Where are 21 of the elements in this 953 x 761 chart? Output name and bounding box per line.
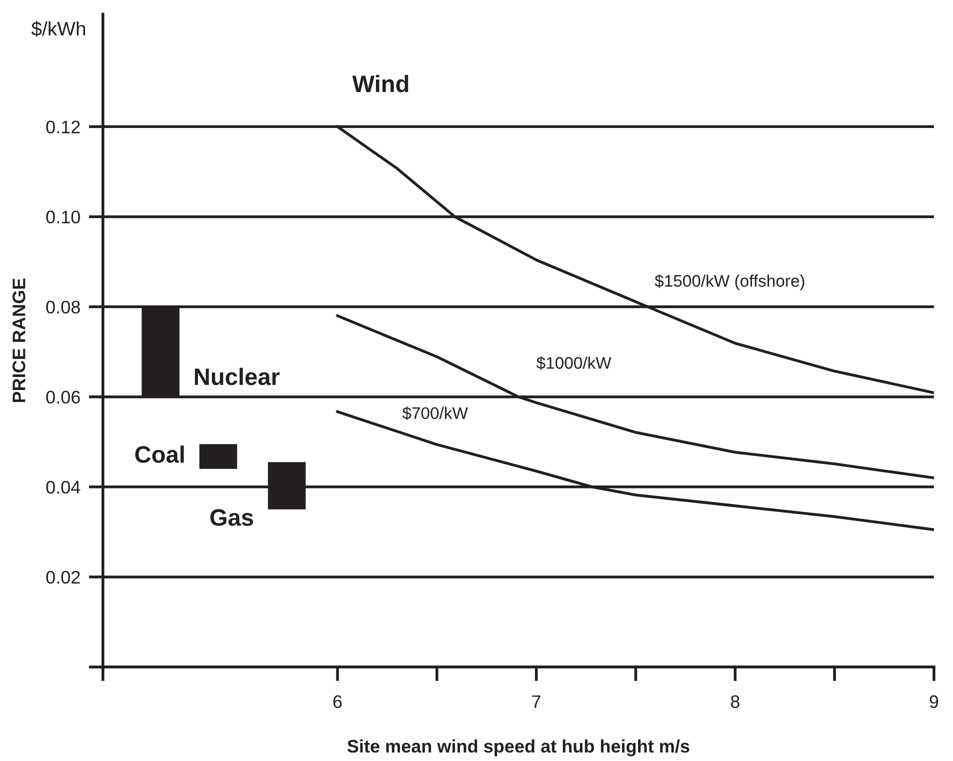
series-label: Gas — [210, 509, 254, 526]
y-tick-label: 0.08 — [46, 300, 80, 314]
x-tick-label: 9 — [930, 695, 938, 708]
series-label: $700/kW — [402, 406, 468, 420]
text: $/kWh — [31, 21, 86, 37]
y-tick-label: 0.06 — [46, 390, 80, 404]
y-axis-title: PRICE RANGE — [12, 278, 26, 402]
y-tick-label: 0.12 — [46, 120, 80, 134]
annotation: Wind — [352, 74, 408, 92]
x-tick-label: 8 — [730, 695, 740, 708]
series-label: Coal — [135, 445, 184, 463]
series-label: $1000/kW — [536, 356, 612, 370]
series-label: Nuclear — [194, 368, 280, 386]
bar — [199, 444, 238, 469]
y-tick-label: 0.10 — [46, 210, 80, 224]
x-tick-label: 7 — [532, 695, 540, 708]
x-tick-label: 6 — [333, 695, 342, 708]
series-label: $1500/kW (offshore) — [654, 274, 804, 290]
y-tick-label: 0.04 — [46, 480, 80, 494]
y-tick-label: 0.02 — [46, 570, 80, 584]
x-axis-title: Site mean wind speed at hub height m/s — [347, 739, 690, 756]
